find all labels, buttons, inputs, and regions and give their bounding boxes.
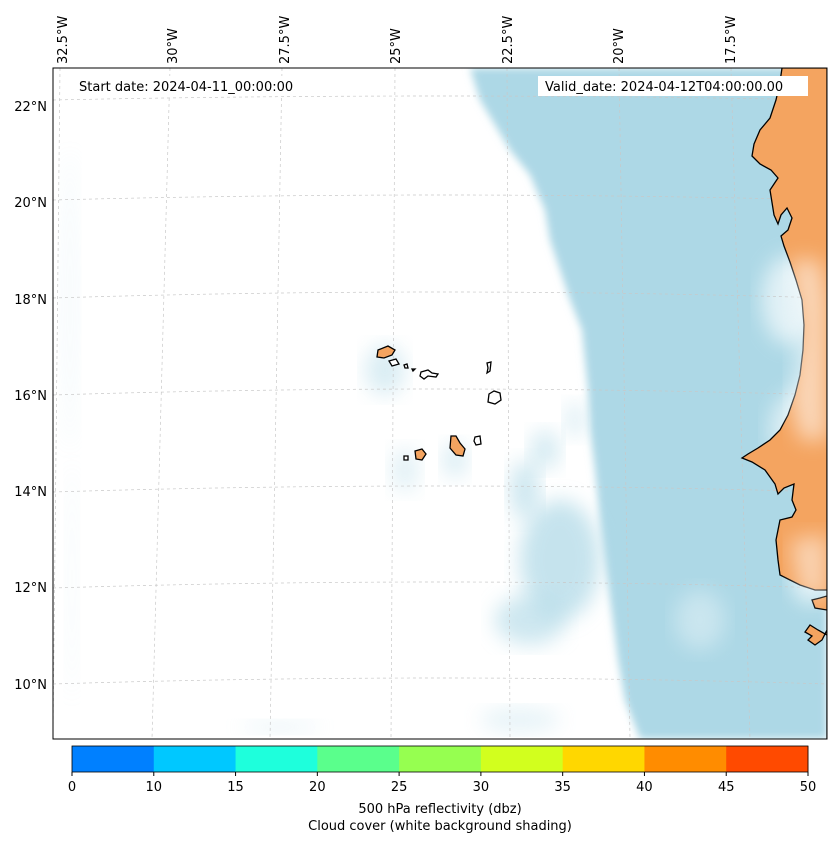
island-sao-vicente <box>388 358 400 367</box>
cape-verde-islands <box>376 345 502 461</box>
graticule <box>53 68 827 739</box>
colorbar-cell <box>480 746 564 772</box>
colorbar-cell <box>72 746 155 772</box>
colorbar-cell <box>317 746 400 772</box>
colorbar-cell <box>562 746 645 772</box>
colorbar-tick-label: 0 <box>68 780 76 795</box>
lon-label-27-5w: 27.5°W <box>278 16 293 64</box>
island-santo-antao <box>376 345 396 359</box>
lon-label-20w: 20°W <box>612 28 627 64</box>
lon-label-17-5w: 17.5°W <box>724 16 739 64</box>
colorbar-tick-label: 40 <box>636 780 653 795</box>
island-sal <box>486 361 492 375</box>
colorbar-cells <box>72 746 809 772</box>
lat-label-10n: 10°N <box>14 678 47 693</box>
island-santiago <box>449 435 466 457</box>
start-date-box <box>72 76 320 96</box>
colorbar-caption-line1: 500 hPa reflectivity (dbz) <box>358 802 521 817</box>
cloud-cover-shading <box>62 68 827 739</box>
colorbar-frame <box>71 745 809 773</box>
lon-label-32-5w: 32.5°W <box>56 16 71 64</box>
colorbar-tick-label: 35 <box>554 780 571 795</box>
island-santa-luzia <box>403 363 409 369</box>
colorbar-tick-label: 30 <box>473 780 490 795</box>
colorbar-tick-label: 50 <box>800 780 817 795</box>
colorbar-tick-label: 20 <box>309 780 326 795</box>
island-brava <box>403 455 409 461</box>
map-layers <box>53 68 827 739</box>
latitude-labels: 22°N 20°N 18°N 16°N 14°N 12°N 10°N <box>14 100 47 693</box>
lat-label-22n: 22°N <box>14 100 47 115</box>
colorbar-ticks: 0 10 15 20 25 30 35 40 45 50 <box>68 772 816 795</box>
island-sao-nicolau <box>410 368 417 373</box>
island-fogo <box>414 448 427 461</box>
lon-label-22-5w: 22.5°W <box>501 16 516 64</box>
island-maio <box>473 435 482 446</box>
lat-label-14n: 14°N <box>14 485 47 500</box>
colorbar-cell <box>235 746 318 772</box>
lon-label-25w: 25°W <box>389 28 404 64</box>
island-boa-vista <box>487 390 502 405</box>
colorbar-tick-label: 10 <box>146 780 163 795</box>
map-frame <box>52 67 828 740</box>
lat-label-12n: 12°N <box>14 581 47 596</box>
valid-date-box <box>538 76 808 96</box>
lat-label-20n: 20°N <box>14 196 47 211</box>
africa-landmass <box>740 68 827 739</box>
colorbar-caption-line2: Cloud cover (white background shading) <box>308 819 572 834</box>
colorbar-tick-label: 15 <box>227 780 244 795</box>
colorbar-cell <box>644 746 727 772</box>
lat-label-16n: 16°N <box>14 389 47 404</box>
colorbar: 0 10 15 20 25 30 35 40 45 50 500 hPa reflectivity… <box>68 745 816 834</box>
island-sao-nicolau-main <box>419 369 440 380</box>
colorbar-tick-label: 45 <box>718 780 735 795</box>
lat-label-18n: 18°N <box>14 293 47 308</box>
colorbar-cell <box>726 746 809 772</box>
colorbar-cell <box>399 746 482 772</box>
lon-label-30w: 30°W <box>166 28 181 64</box>
longitude-labels: 32.5°W 30°W 27.5°W 25°W 22.5°W 20°W 17.5… <box>56 16 739 64</box>
colorbar-tick-label: 25 <box>391 780 408 795</box>
valid-date-label: Valid_date: 2024-04-12T04:00:00.00 <box>545 80 783 95</box>
colorbar-cell <box>153 746 237 772</box>
start-date-label: Start date: 2024-04-11_00:00:00 <box>79 80 293 95</box>
